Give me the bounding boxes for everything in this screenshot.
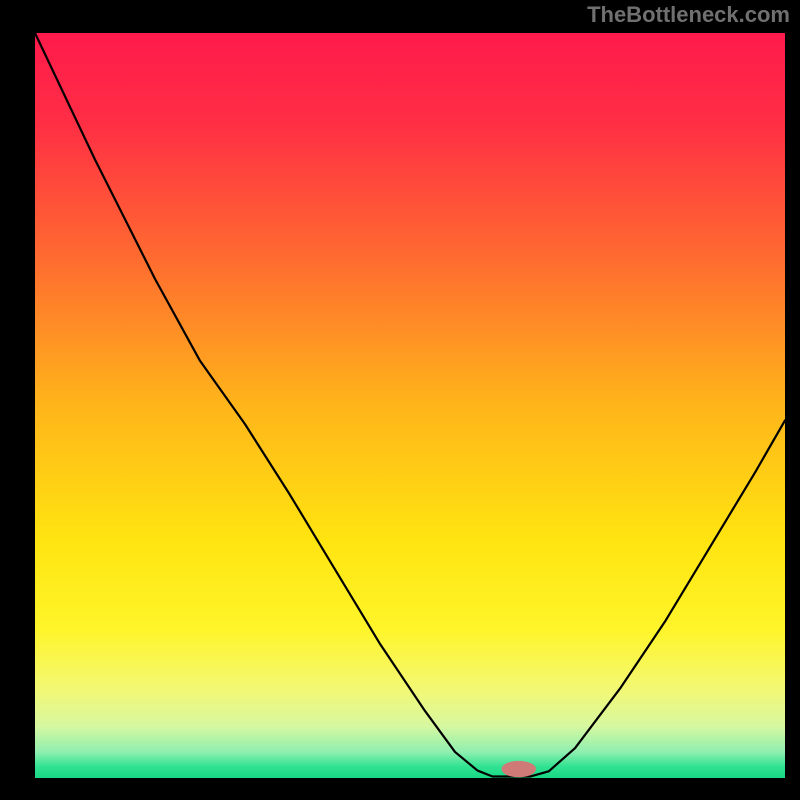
stage: TheBottleneck.com: [0, 0, 800, 800]
bottleneck-chart: [35, 33, 785, 778]
attribution-text: TheBottleneck.com: [587, 2, 790, 28]
optimal-point-marker: [502, 761, 537, 777]
gradient-background: [35, 33, 785, 778]
